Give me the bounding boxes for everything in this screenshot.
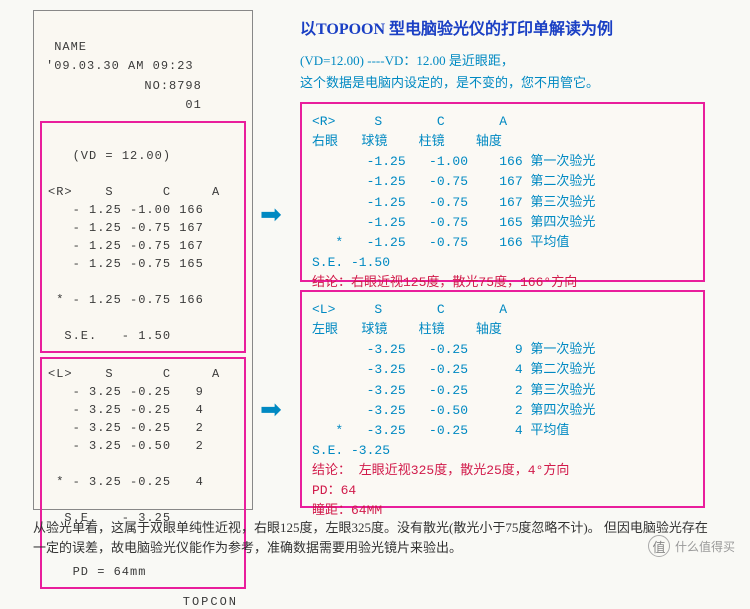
watermark-text: 什么值得买: [675, 538, 735, 555]
receipt-no-sub: 01: [185, 98, 201, 112]
vd-note: (VD=12.00) ----VD：12.00 是近眼距， 这个数据是电脑内设定…: [300, 50, 599, 94]
receipt-header: NAME '09.03.30 AM 09:23 NO:8798 01: [38, 17, 248, 117]
r-conclusion: 结论：右眼近视125度，散光75度，166°方向: [312, 275, 577, 290]
l-pd: PD：64: [312, 483, 356, 498]
l-panel-head: <L> S C A 左眼 球镜 柱镜 轴度: [312, 302, 507, 337]
receipt-printout: NAME '09.03.30 AM 09:23 NO:8798 01 (VD =…: [33, 10, 253, 510]
vd-line: (VD = 12.00): [73, 149, 171, 163]
vd-note-line2: 这个数据是电脑内设定的，是不变的，您不用管它。: [300, 72, 599, 94]
receipt-no: NO:8798: [144, 79, 201, 93]
bottom-summary: 从验光单看，这属于双眼单纯性近视，右眼125度，左眼325度。没有散光(散光小于…: [33, 518, 713, 557]
panel-left-eye: <L> S C A 左眼 球镜 柱镜 轴度 -3.25 -0.25 9 第一次验…: [300, 290, 705, 508]
arrow-icon: ➡: [260, 200, 282, 230]
vd-note-line1: (VD=12.00) ----VD：12.00 是近眼距，: [300, 50, 599, 72]
r-header: <R> S C A: [48, 185, 220, 199]
r-rows: - 1.25 -1.00 166 - 1.25 -0.75 167 - 1.25…: [48, 203, 204, 343]
l-conclusion: 结论： 左眼近视325度，散光25度，4°方向: [312, 463, 569, 478]
receipt-brand: TOPCON: [38, 595, 248, 609]
datetime: '09.03.30 AM 09:23: [46, 59, 194, 73]
panel-right-eye: <R> S C A 右眼 球镜 柱镜 轴度 -1.25 -1.00 166 第一…: [300, 102, 705, 282]
watermark: 值 什么值得买: [648, 535, 735, 557]
l-header: <L> S C A: [48, 367, 220, 381]
page-title: 以TOPOON 型电脑验光仪的打印单解读为例: [300, 15, 613, 39]
r-panel-rows: -1.25 -1.00 166 第一次验光 -1.25 -0.75 167 第二…: [312, 154, 595, 270]
name-label: NAME: [54, 40, 87, 54]
l-pd2: 瞳距：64MM: [312, 503, 382, 518]
arrow-icon: ➡: [260, 395, 282, 425]
watermark-icon: 值: [648, 535, 670, 557]
receipt-box-right-eye: (VD = 12.00) <R> S C A - 1.25 -1.00 166 …: [40, 121, 246, 353]
r-panel-head: <R> S C A 右眼 球镜 柱镜 轴度: [312, 114, 507, 149]
l-panel-rows: -3.25 -0.25 9 第一次验光 -3.25 -0.25 4 第二次验光 …: [312, 342, 595, 458]
